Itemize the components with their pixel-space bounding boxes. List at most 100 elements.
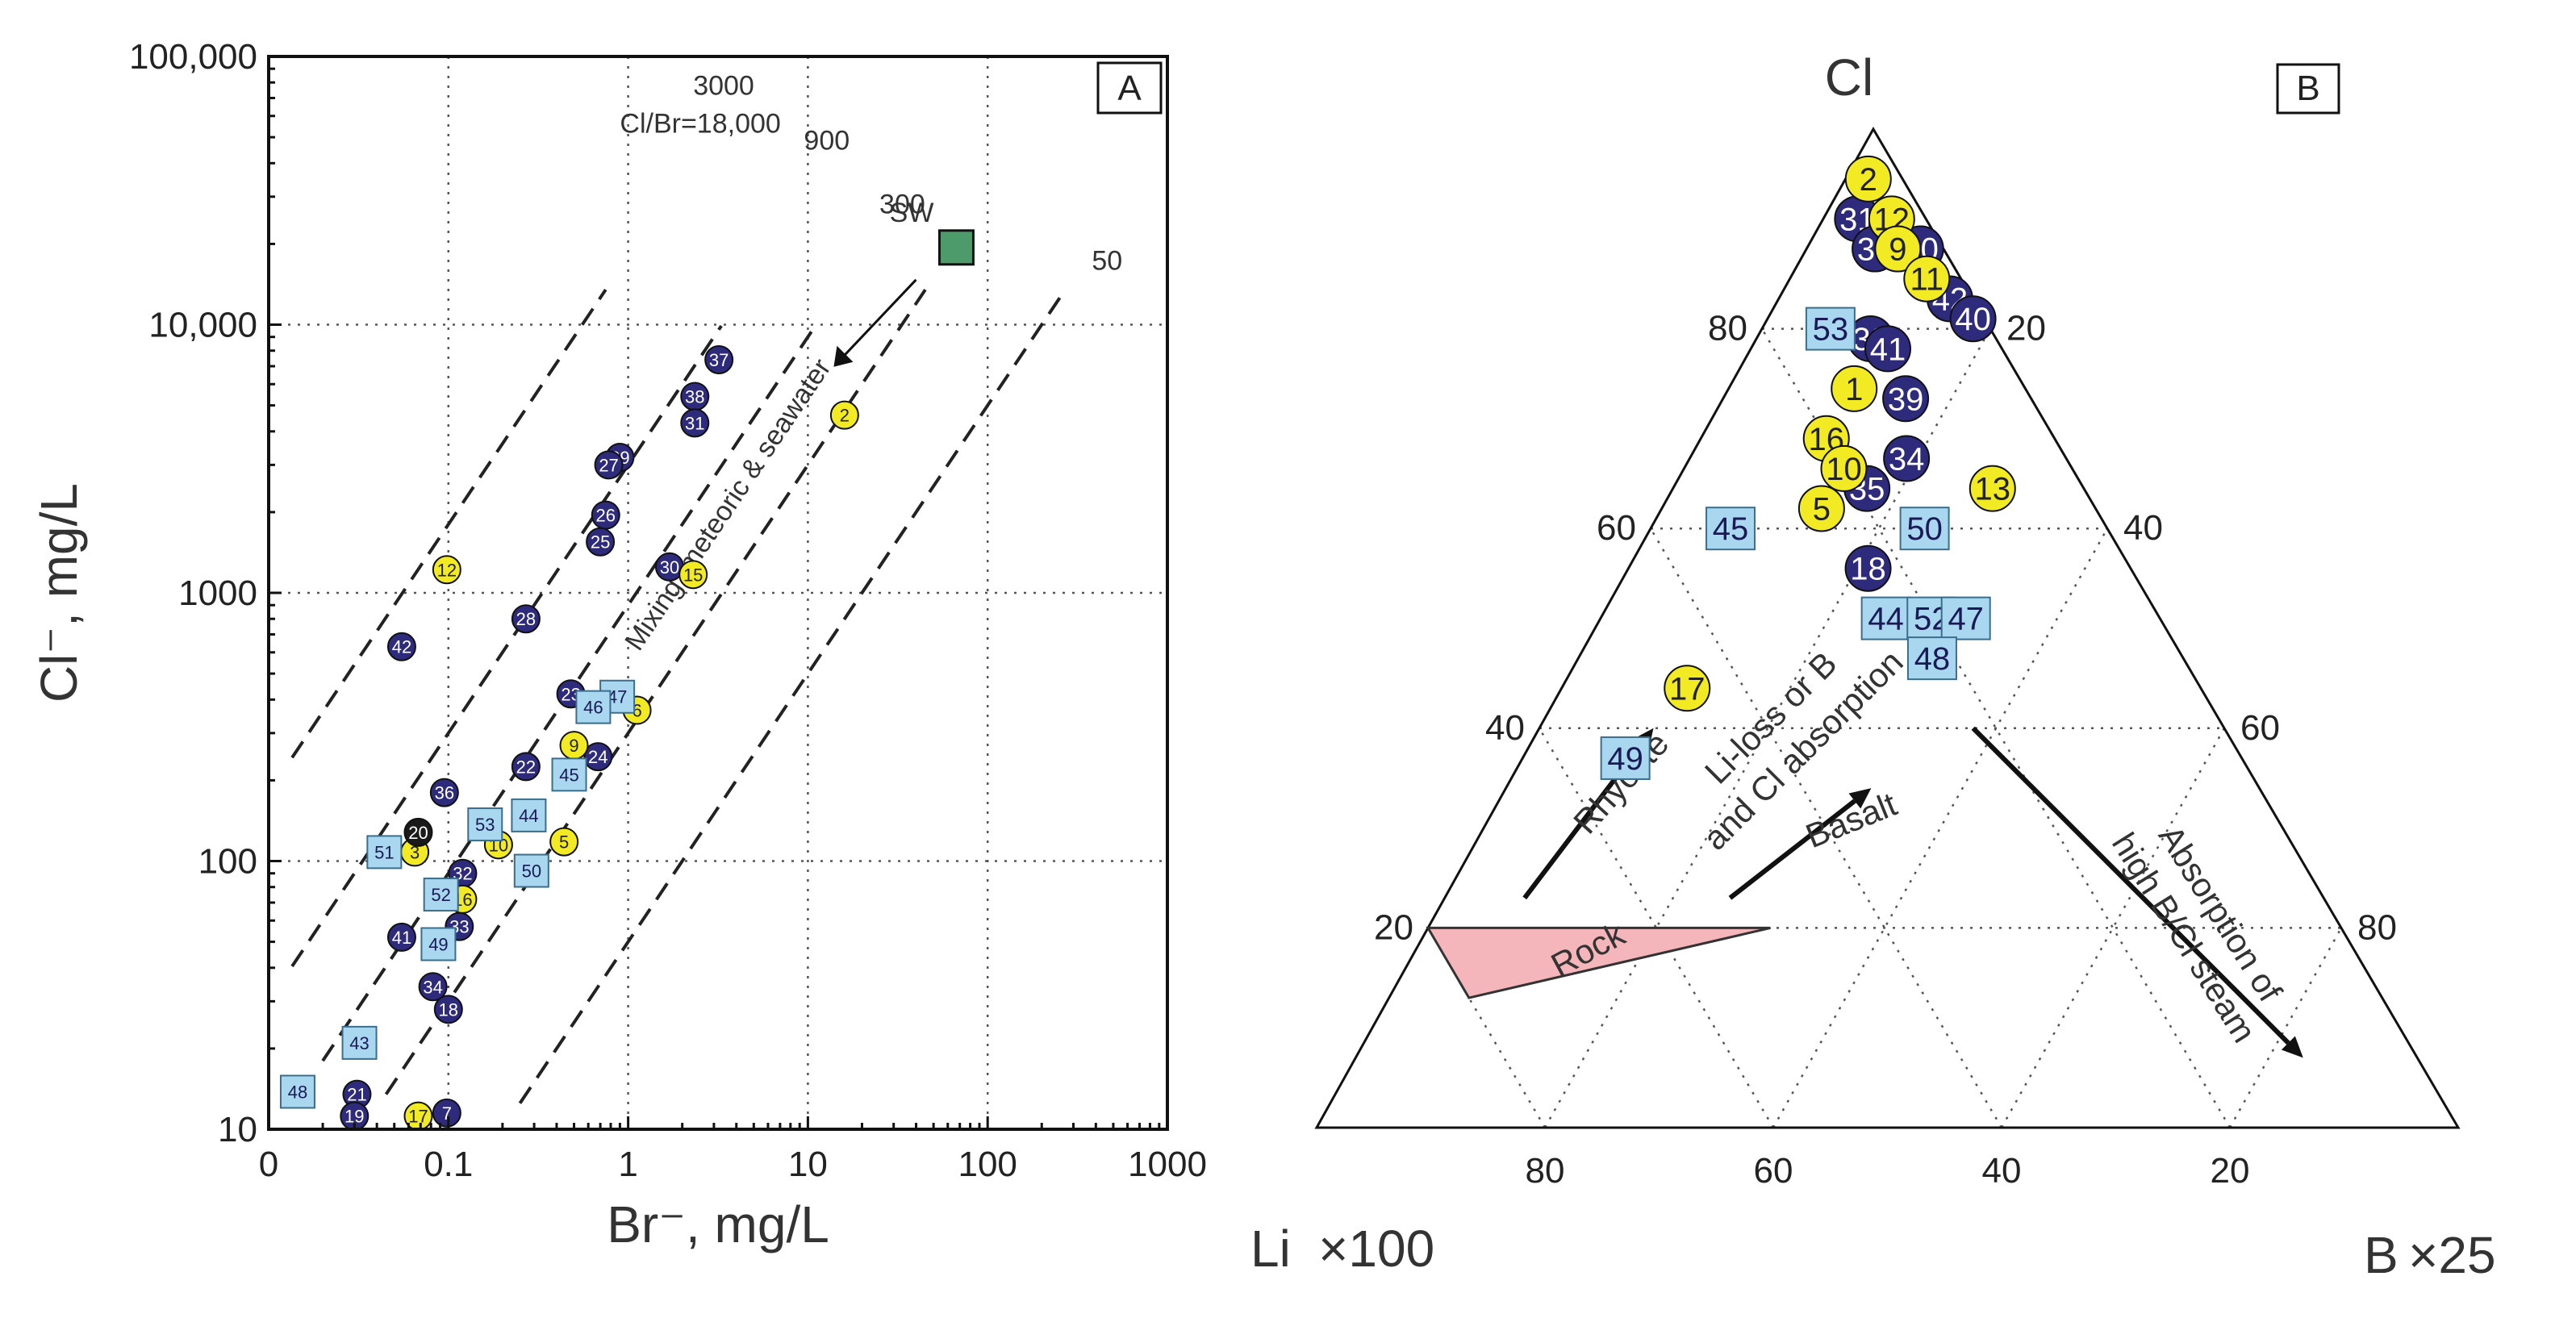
point-label-42: 42 [392, 637, 411, 657]
tern-point-label-2: 2 [1860, 162, 1877, 198]
point-34 [418, 972, 448, 1002]
point-label-15: 15 [683, 565, 703, 585]
point-15 [678, 560, 708, 590]
point-label-3: 3 [410, 842, 420, 862]
tern-point-label-53: 53 [1813, 312, 1849, 348]
apex-top-label: Cl [1825, 48, 1873, 106]
point-label-49: 49 [428, 935, 448, 955]
x-axis-label: Br⁻, mg/L [607, 1195, 829, 1253]
point-51 [366, 835, 403, 870]
rock-field [1426, 926, 1771, 999]
y-tick-label: 10,000 [148, 306, 257, 345]
point-label-18: 18 [439, 999, 458, 1020]
point-label-26: 26 [596, 506, 616, 526]
point-label-38: 38 [685, 386, 704, 407]
point-52 [423, 878, 459, 912]
point-2 [829, 400, 859, 430]
ratio-lines [290, 289, 1067, 1104]
point-20 [403, 817, 433, 847]
tern-point-label-39: 39 [1888, 382, 1924, 417]
mixing-annotation: Mixing: meteoric & seawater [619, 353, 837, 656]
point-48 [279, 1074, 315, 1109]
tern-point-label-9: 9 [1889, 232, 1906, 268]
point-49 [420, 927, 457, 961]
apex-left-label: Li [1250, 1220, 1291, 1278]
point-label-17: 17 [408, 1107, 428, 1127]
point-label-12: 12 [437, 560, 457, 580]
point-53 [467, 807, 503, 842]
ratio-line-18000 [290, 289, 607, 759]
tern-point-label-48: 48 [1914, 641, 1951, 677]
bottom-tick-label: 40 [1982, 1151, 2022, 1191]
point-25 [586, 527, 616, 557]
point-label-34: 34 [423, 977, 442, 997]
point-37 [704, 344, 734, 374]
absorption-arrow-head [2281, 1036, 2303, 1058]
point-label-22: 22 [516, 757, 536, 777]
seawater-label: SW [890, 198, 934, 228]
right-tick-label: 40 [2123, 508, 2163, 548]
point-label-46: 46 [583, 698, 603, 718]
panel-tag-box-a [1096, 61, 1163, 115]
tern-point-label-1: 1 [1845, 372, 1863, 407]
ratio-label-3000: 3000 [693, 70, 754, 101]
point-label-36: 36 [435, 783, 454, 803]
tern-point-label-40: 40 [1955, 302, 1991, 337]
point-18 [433, 995, 463, 1024]
point-label-45: 45 [559, 765, 578, 785]
tern-point-44 [1860, 596, 1911, 640]
x-tick-label: 1 [618, 1145, 637, 1184]
point-31 [680, 408, 710, 438]
absorption-arrow-shaft [1971, 726, 2290, 1045]
point-label-48: 48 [288, 1082, 307, 1102]
x-tick-label: 10 [788, 1145, 828, 1184]
point-label-24: 24 [588, 747, 607, 767]
ratio-line-50 [518, 289, 1067, 1104]
x-tick-label: 0 [259, 1145, 278, 1184]
point-43 [341, 1025, 378, 1060]
tern-point-48 [1906, 636, 1957, 681]
tern-point-41 [1864, 325, 1911, 373]
right-tick-label: 20 [2006, 309, 2046, 348]
tern-point-34 [1883, 435, 1931, 482]
tern-point-17 [1664, 665, 1711, 712]
left-tick-label: 20 [1374, 907, 1413, 947]
panel-tag-a: A [1117, 69, 1142, 108]
x-tick-label: 1000 [1128, 1145, 1207, 1184]
point-12 [432, 555, 461, 585]
tern-point-label-44: 44 [1868, 602, 1904, 637]
point-label-27: 27 [599, 455, 618, 475]
basalt-arrow-shaft [1728, 799, 1856, 900]
point-label-43: 43 [349, 1033, 369, 1053]
bottom-tick-label: 20 [2211, 1151, 2250, 1191]
tern-point-label-10: 10 [1826, 452, 1862, 487]
ratio-label-18000: Cl/Br=18,000 [620, 108, 780, 139]
tern-point-53 [1805, 307, 1856, 351]
tern-point-label-41: 41 [1870, 332, 1906, 367]
y-tick-label: 1000 [178, 573, 257, 613]
ratio-label-50: 50 [1092, 246, 1122, 277]
ratio-line-3000 [290, 324, 723, 968]
left-tick-label: 80 [1708, 309, 1747, 348]
tern-point-label-34: 34 [1889, 442, 1925, 478]
tern-point-18 [1844, 544, 1892, 592]
ternary-frame [1314, 126, 2461, 1129]
point-45 [551, 757, 587, 792]
y-tick-label: 100 [198, 842, 257, 882]
right-tick-label: 60 [2240, 708, 2280, 748]
tern-point-45 [1706, 507, 1756, 551]
point-27 [594, 450, 624, 480]
y-tick-label: 10 [218, 1110, 257, 1149]
bottom-tick-label: 80 [1526, 1151, 1565, 1191]
tern-point-40 [1949, 295, 1997, 343]
seawater-arrow-head [833, 345, 854, 367]
apex-right-label: B [2364, 1226, 2399, 1284]
point-label-31: 31 [685, 413, 704, 433]
left-tick-label: 40 [1485, 708, 1525, 748]
tern-point-1 [1831, 365, 1878, 412]
point-label-41: 41 [392, 928, 411, 948]
point-label-25: 25 [591, 532, 610, 553]
point-5 [549, 827, 579, 857]
tern-point-label-49: 49 [1607, 741, 1643, 777]
